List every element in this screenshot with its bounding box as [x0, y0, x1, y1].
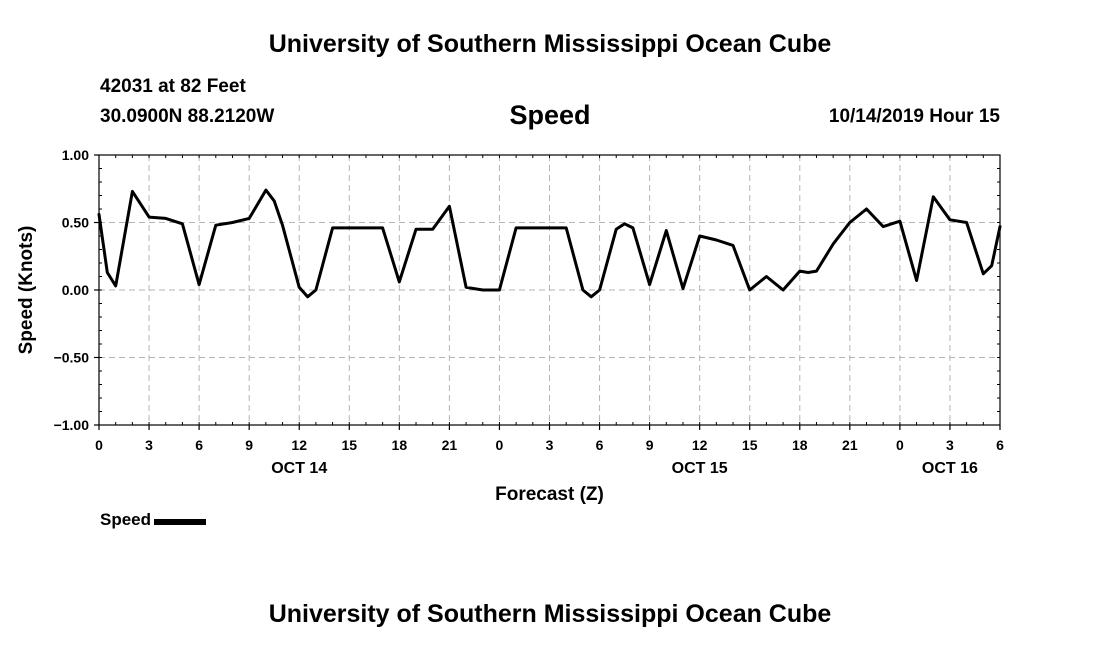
y-tick-label: 0.00 — [62, 282, 89, 298]
x-tick-label: 21 — [442, 437, 458, 453]
x-tick-label: 15 — [341, 437, 357, 453]
x-tick-label: 9 — [646, 437, 654, 453]
x-tick-label: 6 — [596, 437, 604, 453]
footer-title: University of Southern Mississippi Ocean… — [268, 600, 832, 628]
date-label: OCT 15 — [672, 460, 728, 477]
x-tick-label: 12 — [291, 437, 307, 453]
x-tick-label: 3 — [145, 437, 153, 453]
date-label: OCT 14 — [271, 460, 327, 477]
station-label: 42031 at 82 Feet — [100, 76, 246, 97]
x-tick-label: 12 — [692, 437, 708, 453]
x-tick-label: 3 — [546, 437, 554, 453]
y-tick-label: 1.00 — [62, 147, 89, 163]
legend-line-swatch — [154, 518, 207, 525]
timestamp-label: 10/14/2019 Hour 15 — [828, 106, 1000, 127]
coordinates-label: 30.0900N 88.2120W — [100, 106, 275, 127]
x-tick-label: 18 — [392, 437, 408, 453]
chart-main-title: University of Southern Mississippi Ocean… — [268, 30, 832, 58]
y-tick-label: −0.50 — [54, 350, 90, 366]
x-tick-label: 0 — [896, 437, 904, 453]
speed-series-line — [97, 188, 1002, 299]
plot-title: Speed — [509, 100, 591, 130]
x-tick-label: 21 — [842, 437, 858, 453]
y-tick-label: 0.50 — [62, 215, 89, 231]
x-tick-label: 9 — [245, 437, 253, 453]
x-tick-label: 15 — [742, 437, 758, 453]
x-tick-label: 0 — [496, 437, 504, 453]
legend-label: Speed — [100, 510, 152, 529]
x-tick-label: 6 — [195, 437, 203, 453]
x-tick-label: 0 — [95, 437, 103, 453]
y-axis-title: Speed (Knots) — [16, 226, 37, 355]
date-label: OCT 16 — [922, 460, 978, 477]
legend: Speed — [100, 510, 207, 530]
y-tick-label: −1.00 — [54, 417, 90, 433]
x-tick-label: 3 — [946, 437, 954, 453]
x-tick-label: 6 — [996, 437, 1004, 453]
x-axis-title: Forecast (Z) — [495, 484, 604, 505]
x-tick-label: 18 — [792, 437, 808, 453]
